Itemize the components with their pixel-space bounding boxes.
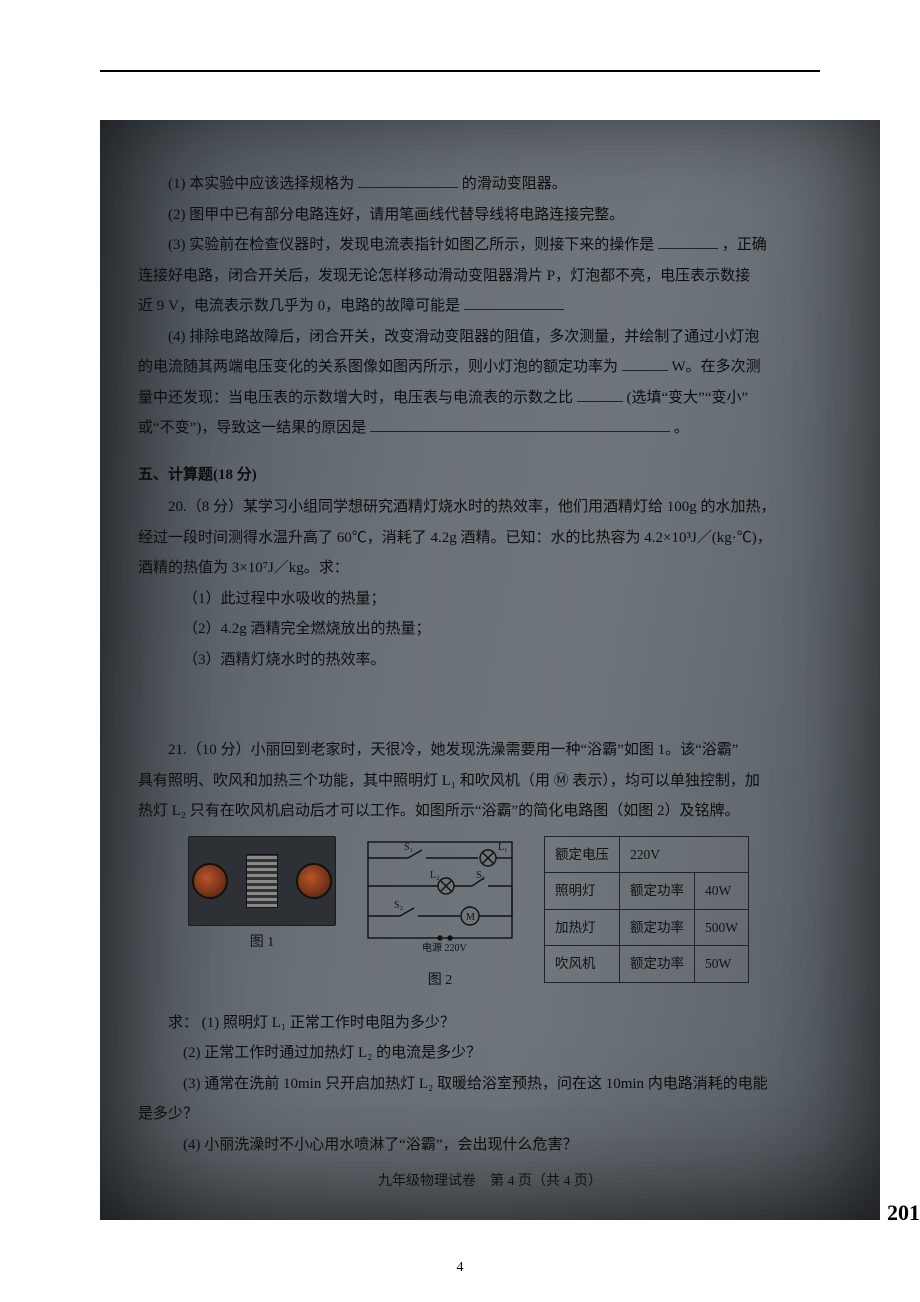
q19-1-text-b: 的滑动变阻器。 [462,176,567,192]
q20-sub1: （1）此过程中水吸收的热量； [138,585,838,614]
label-src: 电源 220V [422,941,467,954]
q19-3-text-b: ，正确 [722,237,767,253]
q19-4-text-c: W。在多次测 [672,359,761,375]
q19-1: (1) 本实验中应该选择规格为 的滑动变阻器。 [138,170,838,199]
cell-rated-voltage-value: 220V [620,836,749,873]
q20-sub2: （2）4.2g 酒精完全燃烧放出的热量； [138,615,838,644]
blank-ratio-change [577,387,623,402]
cell-heater-label: 加热灯 [545,909,620,946]
q19-4-line1: (4) 排除电路故障后，闭合开关，改变滑动变阻器的阻值，多次测量，并绘制了通过小… [138,323,838,352]
q21-ask1: (1) 照明灯 L₁ 正常工作时电阻为多少？ [202,1015,455,1031]
figure-1-caption: 图 1 [188,930,336,957]
q19-3-text-d: 近 9 V，电流表示数几乎为 0，电路的故障可能是 [138,298,460,314]
q21-ask-lead: 求： [168,1015,198,1031]
cell-light-power-value: 40W [695,873,749,910]
blank-rated-power [622,356,668,371]
section-5-heading: 五、计算题(18 分) [138,461,838,490]
heat-lamp-right-icon [296,863,332,899]
figure-2: S₁ L₁ L₂ S₃ S₂ M 电源 220V 图 2 [360,836,520,995]
label-s2: S₂ [394,900,403,911]
q19-3-line1: (3) 实验前在检查仪器时，发现电流表指针如图乙所示，则接下来的操作是 ，正确 [138,231,838,260]
q19-2: (2) 图甲中已有部分电路连好，请用笔画线代替导线将电路连接完整。 [138,201,838,230]
table-row: 照明灯 额定功率 40W [545,873,749,910]
cell-light-power-label: 额定功率 [620,873,695,910]
q21-ask3-b: 是多少？ [138,1100,838,1129]
q21-stem-a: 21.（10 分）小丽回到老家时，天很冷，她发现洗澡需要用一种“浴霸”如图 1。… [138,736,838,765]
label-l2: L₂ [430,870,440,881]
q21-stem-b: 具有照明、吹风和加热三个功能，其中照明灯 L₁ 和吹风机（用 Ⓜ 表示），均可以… [138,767,838,796]
q20-stem-a: 20.（8 分）某学习小组同学想研究酒精灯烧水时的热效率，他们用酒精灯给 100… [138,493,838,522]
q20-sub3: （3）酒精灯烧水时的热效率。 [138,646,838,675]
corner-number: 201 [887,1200,920,1226]
ratings-table: 额定电压 220V 照明灯 额定功率 40W 加热灯 额定功率 500W 吹风机… [544,836,749,984]
blank-reason [370,417,670,432]
exam-page-scan: (1) 本实验中应该选择规格为 的滑动变阻器。 (2) 图甲中已有部分电路连好，… [100,120,880,1220]
q19-4-text-e: (选填“变大”“变小” [627,390,749,406]
q19-4-line4: 或“不变”)，导致这一结果的原因是 。 [138,414,838,443]
label-m: M [466,912,475,923]
q19-3-line2: 连接好电路，闭合开关后，发现无论怎样移动滑动变阻器滑片 P，灯泡都不亮，电压表示… [138,262,838,291]
under-page-number: 4 [0,1260,920,1276]
q21-ask3-a: (3) 通常在洗前 10min 只开启加热灯 L₂ 取暖给浴室预热，问在这 10… [138,1070,838,1099]
figure-2-caption: 图 2 [360,968,520,995]
q19-4-text-b: 的电流随其两端电压变化的关系图像如图丙所示，则小灯泡的额定功率为 [138,359,618,375]
page-top-rule [100,70,820,72]
q19-4-line2: 的电流随其两端电压变化的关系图像如图丙所示，则小灯泡的额定功率为 W。在多次测 [138,353,838,382]
q21-ask4: (4) 小丽洗澡时不小心用水喷淋了“浴霸”，会出现什么危害？ [138,1131,838,1160]
q19-4-line3: 量中还发现：当电压表的示数增大时，电压表与电流表的示数之比 (选填“变大”“变小… [138,384,838,413]
label-s1: S₁ [404,842,413,853]
q20-stem-c: 酒精的热值为 3×10⁷J／kg。求： [138,554,838,583]
blank-next-operation [658,234,718,249]
q19-4-text-d: 量中还发现：当电压表的示数增大时，电压表与电流表的示数之比 [138,390,573,406]
table-row: 额定电压 220V [545,836,749,873]
cell-heater-power-label: 额定功率 [620,909,695,946]
table-row: 吹风机 额定功率 50W [545,946,749,983]
q21-ask-line1: 求： (1) 照明灯 L₁ 正常工作时电阻为多少？ [138,1009,838,1038]
cell-fan-power-value: 50W [695,946,749,983]
page-footer: 九年级物理试卷 第 4 页（共 4 页） [100,1169,880,1196]
q19-3-line3: 近 9 V，电流表示数几乎为 0，电路的故障可能是 [138,292,838,321]
cell-light-label: 照明灯 [545,873,620,910]
label-l1: L₁ [498,842,508,853]
blank-fault [464,295,564,310]
label-s3: S₃ [476,870,485,881]
table-row: 加热灯 额定功率 500W [545,909,749,946]
cell-heater-power-value: 500W [695,909,749,946]
q20-stem-b: 经过一段时间测得水温升高了 60℃，消耗了 4.2g 酒精。已知：水的比热容为 … [138,524,838,553]
yuba-photo [188,836,336,926]
cell-fan-label: 吹风机 [545,946,620,983]
circuit-diagram: S₁ L₁ L₂ S₃ S₂ M 电源 220V [360,836,520,954]
q21-ask2: (2) 正常工作时通过加热灯 L₂ 的电流是多少？ [138,1039,838,1068]
figure-1: 图 1 [188,836,336,957]
cell-fan-power-label: 额定功率 [620,946,695,983]
cell-rated-voltage-label: 额定电压 [545,836,620,873]
q19-3-text-a: (3) 实验前在检查仪器时，发现电流表指针如图乙所示，则接下来的操作是 [168,237,654,253]
q19-4-text-g: 。 [674,420,689,436]
fan-vent-icon [246,854,278,908]
q19-4-text-f: 或“不变”)，导致这一结果的原因是 [138,420,366,436]
figure-row: 图 1 [188,836,838,995]
blank-rheostat-spec [358,173,458,188]
q19-1-text-a: (1) 本实验中应该选择规格为 [168,176,354,192]
q21-stem-c: 热灯 L₂ 只有在吹风机启动后才可以工作。如图所示“浴霸”的简化电路图（如图 2… [138,797,838,826]
heat-lamp-left-icon [192,863,228,899]
